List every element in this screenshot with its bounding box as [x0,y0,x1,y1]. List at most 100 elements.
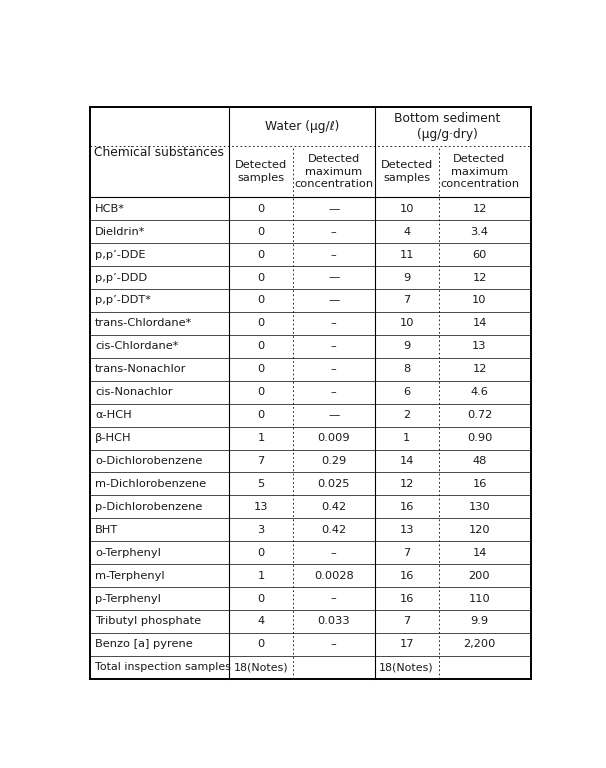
Text: 9.9: 9.9 [470,617,488,627]
Text: –: – [331,594,336,604]
Text: Detected
samples: Detected samples [235,161,287,183]
Text: 7: 7 [403,296,410,306]
Text: o-Dichlorobenzene: o-Dichlorobenzene [95,456,202,466]
Text: HCB*: HCB* [95,204,125,214]
Text: 17: 17 [399,640,414,650]
Text: 60: 60 [472,250,487,260]
Text: 7: 7 [403,548,410,558]
Text: 16: 16 [399,571,414,581]
Text: –: – [331,227,336,237]
Text: 3.4: 3.4 [470,227,488,237]
Text: 12: 12 [472,273,487,283]
Text: α-HCH: α-HCH [95,410,132,420]
Text: 120: 120 [468,525,490,535]
Text: 4: 4 [403,227,410,237]
Text: 0: 0 [258,296,265,306]
Text: 9: 9 [403,273,410,283]
Text: 6: 6 [403,387,410,397]
Text: 13: 13 [399,525,414,535]
Text: 3: 3 [258,525,265,535]
Text: 0: 0 [258,250,265,260]
Text: 14: 14 [472,319,487,329]
Text: —: — [328,410,339,420]
Text: 200: 200 [468,571,490,581]
Text: p,p’-DDT*: p,p’-DDT* [95,296,151,306]
Text: 0.0028: 0.0028 [314,571,354,581]
Text: 0: 0 [258,548,265,558]
Text: 18(Notes): 18(Notes) [233,662,288,672]
Text: 0.90: 0.90 [467,433,492,443]
Text: trans-Chlordane*: trans-Chlordane* [95,319,192,329]
Text: 0: 0 [258,364,265,374]
Text: 11: 11 [399,250,414,260]
Text: trans-Nonachlor: trans-Nonachlor [95,364,187,374]
Text: –: – [331,250,336,260]
Text: 0.025: 0.025 [318,479,350,489]
Text: 0.42: 0.42 [321,525,346,535]
Text: 0: 0 [258,341,265,351]
Text: 0: 0 [258,594,265,604]
Text: 4.6: 4.6 [470,387,488,397]
Text: 10: 10 [399,319,414,329]
Text: 7: 7 [258,456,265,466]
Text: 0.72: 0.72 [467,410,492,420]
Text: –: – [331,640,336,650]
Text: 48: 48 [472,456,487,466]
Text: 0: 0 [258,387,265,397]
Text: —: — [328,204,339,214]
Text: Tributyl phosphate: Tributyl phosphate [95,617,201,627]
Text: BHT: BHT [95,525,118,535]
Text: 0.009: 0.009 [318,433,350,443]
Text: –: – [331,548,336,558]
Text: 0: 0 [258,640,265,650]
Text: 14: 14 [472,548,487,558]
Text: 14: 14 [399,456,414,466]
Text: p-Terphenyl: p-Terphenyl [95,594,161,604]
Text: Bottom sediment
(μg/g·dry): Bottom sediment (μg/g·dry) [395,112,501,141]
Text: 1: 1 [258,571,265,581]
Text: 8: 8 [403,364,410,374]
Text: 1: 1 [258,433,265,443]
Text: 13: 13 [254,502,268,511]
Text: 1: 1 [403,433,410,443]
Text: 0: 0 [258,227,265,237]
Text: cis-Chlordane*: cis-Chlordane* [95,341,179,351]
Text: 9: 9 [403,341,410,351]
Text: 4: 4 [258,617,264,627]
Text: 2,200: 2,200 [463,640,496,650]
Text: 12: 12 [399,479,414,489]
Text: Chemical substances: Chemical substances [95,146,224,159]
Text: –: – [331,341,336,351]
Text: 0.29: 0.29 [321,456,347,466]
Text: 0: 0 [258,204,265,214]
Text: –: – [331,364,336,374]
Text: 2: 2 [403,410,410,420]
Text: 5: 5 [258,479,265,489]
Text: 10: 10 [472,296,487,306]
Text: Total inspection samples: Total inspection samples [95,662,231,672]
Text: Detected
samples: Detected samples [381,161,433,183]
Text: 18(Notes): 18(Notes) [379,662,434,672]
Text: m-Dichlorobenzene: m-Dichlorobenzene [95,479,206,489]
Text: p,p’-DDD: p,p’-DDD [95,273,147,283]
Text: m-Terphenyl: m-Terphenyl [95,571,165,581]
Text: 12: 12 [472,204,487,214]
Text: 0: 0 [258,410,265,420]
Text: 16: 16 [399,502,414,511]
Text: 0: 0 [258,319,265,329]
Text: 0.033: 0.033 [318,617,350,627]
Text: 0.42: 0.42 [321,502,346,511]
Text: 16: 16 [399,594,414,604]
Text: 130: 130 [468,502,490,511]
Text: 7: 7 [403,617,410,627]
Text: 16: 16 [472,479,487,489]
Text: o-Terphenyl: o-Terphenyl [95,548,161,558]
Text: cis-Nonachlor: cis-Nonachlor [95,387,173,397]
Text: –: – [331,387,336,397]
Text: 110: 110 [468,594,490,604]
Text: 12: 12 [472,364,487,374]
Text: p,p’-DDE: p,p’-DDE [95,250,145,260]
Text: p-Dichlorobenzene: p-Dichlorobenzene [95,502,202,511]
Text: 10: 10 [399,204,414,214]
Text: 13: 13 [472,341,487,351]
